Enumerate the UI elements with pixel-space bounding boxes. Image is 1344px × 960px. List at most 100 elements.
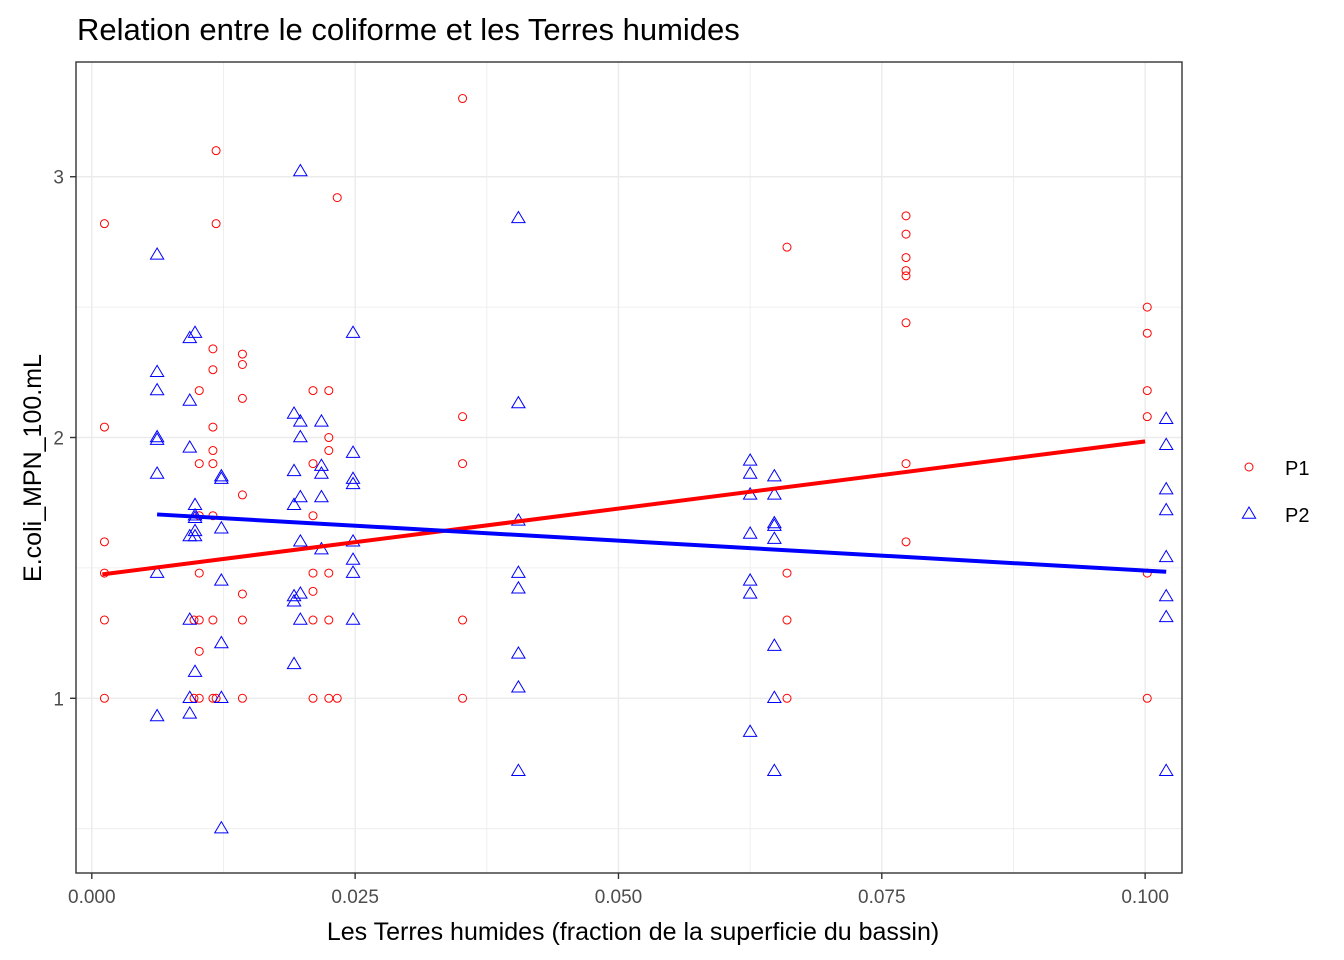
data-point-p2 bbox=[1158, 481, 1174, 495]
legend: P1 P2 bbox=[1241, 458, 1309, 527]
data-point-p1 bbox=[332, 693, 342, 703]
data-point-p2 bbox=[1158, 437, 1174, 451]
data-point-p1 bbox=[308, 615, 318, 625]
data-point-p1 bbox=[194, 568, 204, 578]
y-axis-title: E.coli_MPN_100.mL bbox=[19, 354, 47, 582]
data-point-p2 bbox=[742, 585, 758, 599]
data-point-p1 bbox=[99, 537, 109, 547]
data-point-p2 bbox=[286, 463, 302, 477]
data-point-p2 bbox=[313, 466, 329, 479]
data-point-p2 bbox=[187, 507, 203, 521]
data-point-p1 bbox=[324, 446, 334, 456]
data-point-p2 bbox=[1158, 609, 1174, 623]
data-point-p1 bbox=[194, 615, 204, 625]
data-point-p1 bbox=[308, 511, 318, 521]
data-point-p1 bbox=[194, 693, 204, 703]
legend-item-p2: P2 bbox=[1241, 505, 1309, 527]
data-point-p1 bbox=[901, 266, 911, 276]
legend-key-circle bbox=[1244, 462, 1254, 472]
data-point-p2 bbox=[149, 708, 165, 722]
data-point-p2 bbox=[766, 515, 782, 529]
data-point-p1 bbox=[458, 412, 468, 422]
data-point-p2 bbox=[149, 382, 165, 396]
data-point-p2 bbox=[766, 638, 782, 651]
data-point-p2 bbox=[292, 429, 308, 443]
data-point-p1 bbox=[901, 253, 911, 263]
data-point-p1 bbox=[208, 422, 218, 432]
data-point-p1 bbox=[208, 615, 218, 625]
data-point-p1 bbox=[99, 219, 109, 229]
data-point-p2 bbox=[742, 526, 758, 539]
x-tick-label: 0.000 bbox=[68, 887, 116, 908]
data-point-p1 bbox=[901, 211, 911, 221]
data-point-p1 bbox=[194, 386, 204, 396]
data-point-p1 bbox=[458, 693, 468, 703]
data-point-p1 bbox=[237, 615, 247, 625]
data-point-p2 bbox=[766, 690, 782, 703]
data-point-p1 bbox=[1142, 412, 1152, 422]
data-point-p2 bbox=[149, 466, 165, 479]
fit-line-p1 bbox=[102, 439, 1146, 577]
data-point-p2 bbox=[182, 439, 198, 453]
data-point-p2 bbox=[182, 705, 198, 719]
data-point-p2 bbox=[766, 531, 782, 544]
legend-label: P2 bbox=[1285, 505, 1309, 527]
data-point-p2 bbox=[213, 468, 229, 482]
data-point-p1 bbox=[1142, 693, 1152, 703]
data-point-p1 bbox=[782, 568, 792, 578]
series-p2 bbox=[149, 163, 1174, 834]
data-point-p1 bbox=[458, 94, 468, 104]
legend-label: P1 bbox=[1285, 458, 1309, 480]
data-point-p1 bbox=[308, 586, 318, 596]
data-point-p1 bbox=[208, 344, 218, 354]
data-point-p1 bbox=[194, 646, 204, 656]
data-point-p1 bbox=[237, 349, 247, 359]
x-axis-title: Les Terres humides (fraction de la super… bbox=[327, 918, 939, 946]
chart-title: Relation entre le coliforme et les Terre… bbox=[77, 12, 740, 47]
data-point-p1 bbox=[782, 242, 792, 252]
data-point-p2 bbox=[286, 656, 302, 670]
data-point-p1 bbox=[237, 693, 247, 703]
data-point-p1 bbox=[308, 459, 318, 469]
data-point-p1 bbox=[237, 393, 247, 403]
data-point-p1 bbox=[324, 615, 334, 625]
x-tick-label: 0.050 bbox=[595, 887, 643, 908]
data-point-p2 bbox=[149, 429, 165, 443]
series-p1 bbox=[99, 94, 1152, 703]
data-point-p2 bbox=[292, 612, 308, 625]
y-tick-label: 3 bbox=[53, 168, 64, 189]
data-point-p2 bbox=[213, 635, 229, 649]
data-point-p2 bbox=[149, 565, 165, 578]
data-point-p1 bbox=[308, 568, 318, 578]
data-point-p2 bbox=[286, 497, 302, 511]
data-point-p1 bbox=[458, 615, 468, 625]
data-point-p1 bbox=[237, 490, 247, 500]
data-point-p2 bbox=[213, 820, 229, 834]
data-point-p2 bbox=[182, 690, 198, 703]
data-point-p1 bbox=[208, 365, 218, 375]
data-point-p2 bbox=[1158, 588, 1174, 602]
data-point-p1 bbox=[99, 693, 109, 703]
data-point-p2 bbox=[182, 393, 198, 406]
data-point-p1 bbox=[458, 459, 468, 469]
data-point-p2 bbox=[286, 593, 302, 607]
data-point-p2 bbox=[187, 325, 203, 338]
x-tick-label: 0.100 bbox=[1121, 887, 1169, 908]
data-point-p1 bbox=[901, 229, 911, 239]
panel-border bbox=[75, 61, 1183, 874]
y-tick-label: 2 bbox=[53, 429, 64, 450]
data-point-p2 bbox=[149, 246, 165, 260]
data-point-p1 bbox=[308, 386, 318, 396]
data-point-p2 bbox=[510, 580, 526, 594]
data-point-p1 bbox=[782, 693, 792, 703]
data-point-p2 bbox=[292, 585, 308, 599]
data-point-p1 bbox=[901, 537, 911, 547]
data-point-p1 bbox=[324, 386, 334, 396]
data-point-p1 bbox=[901, 271, 911, 281]
data-point-p1 bbox=[237, 359, 247, 369]
legend-key-triangle bbox=[1241, 506, 1257, 519]
data-point-p2 bbox=[292, 533, 308, 547]
data-point-p2 bbox=[345, 612, 361, 625]
data-point-p1 bbox=[99, 422, 109, 432]
data-point-p2 bbox=[187, 528, 203, 542]
